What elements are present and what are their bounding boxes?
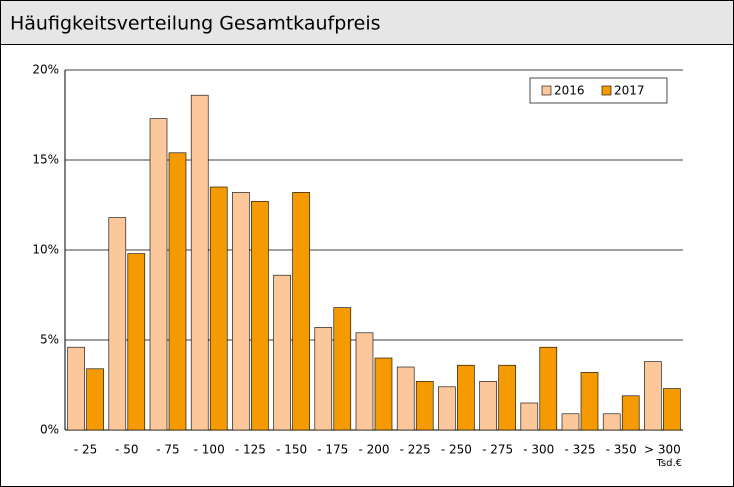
bar xyxy=(663,388,681,431)
bar xyxy=(644,361,662,431)
bar xyxy=(602,413,621,431)
x-tick-label: - 75 xyxy=(156,443,179,457)
legend-label: 2017 xyxy=(614,84,645,98)
legend-box xyxy=(529,77,668,104)
bar xyxy=(479,381,497,431)
x-tick-label: - 200 xyxy=(358,443,389,457)
x-tick-label: - 325 xyxy=(564,443,595,457)
x-tick-label: - 350 xyxy=(606,443,637,457)
x-tick-label: - 275 xyxy=(482,443,513,457)
x-tick-label: - 50 xyxy=(115,443,138,457)
bar xyxy=(314,327,333,431)
x-tick-label: - 250 xyxy=(441,443,472,457)
x-tick-label: - 100 xyxy=(194,443,225,457)
x-tick-label: - 225 xyxy=(400,443,431,457)
y-tick-label: 15% xyxy=(32,153,59,167)
y-tick-label: 0% xyxy=(40,423,59,437)
header xyxy=(0,0,734,45)
y-tick-label: 20% xyxy=(32,63,59,77)
x-tick-label: > 300 xyxy=(644,443,681,457)
x-tick-label: - 175 xyxy=(317,443,348,457)
x-tick-label: - 150 xyxy=(276,443,307,457)
bar xyxy=(232,192,250,431)
legend-swatch xyxy=(601,85,612,96)
bar xyxy=(621,395,640,431)
x-axis-label: Tsd.€ xyxy=(655,458,682,469)
bar xyxy=(355,332,374,431)
bar xyxy=(127,253,146,431)
bar xyxy=(108,217,127,431)
x-tick-label: - 125 xyxy=(235,443,266,457)
bar xyxy=(457,364,475,431)
bar xyxy=(273,274,291,431)
bar xyxy=(67,346,85,431)
y-tick-label: 5% xyxy=(40,333,59,347)
bar xyxy=(520,402,539,431)
bar xyxy=(438,386,456,431)
chart-title: Häufigkeitsverteilung Gesamtkaufpreis xyxy=(10,13,381,35)
bar xyxy=(190,94,209,431)
bar xyxy=(580,372,599,431)
bar xyxy=(333,307,352,431)
bar xyxy=(209,186,228,431)
bar xyxy=(415,381,434,431)
legend-label: 2016 xyxy=(554,84,585,98)
bar xyxy=(374,357,393,431)
bar xyxy=(498,364,516,431)
x-tick-label: - 300 xyxy=(523,443,554,457)
bar xyxy=(149,118,168,431)
bar xyxy=(86,368,104,431)
x-tick-label: - 25 xyxy=(74,443,97,457)
legend-swatch xyxy=(541,85,552,96)
y-tick-label: 10% xyxy=(32,243,59,257)
bar xyxy=(396,366,415,431)
bar xyxy=(251,201,269,431)
bar xyxy=(168,152,187,431)
bar xyxy=(539,346,558,431)
bar xyxy=(561,413,580,431)
bar xyxy=(292,192,310,431)
